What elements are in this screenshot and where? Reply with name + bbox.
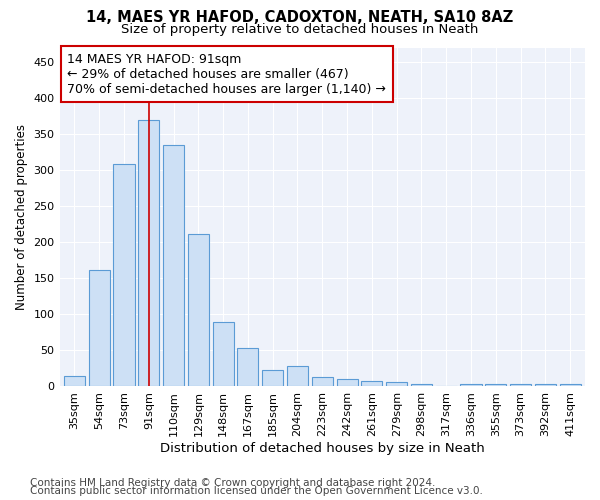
Bar — [188, 234, 209, 386]
Bar — [411, 384, 432, 386]
Bar — [113, 164, 134, 386]
Bar — [386, 382, 407, 386]
Bar — [510, 384, 531, 386]
Bar — [535, 384, 556, 386]
Bar — [361, 380, 382, 386]
Bar — [262, 370, 283, 386]
X-axis label: Distribution of detached houses by size in Neath: Distribution of detached houses by size … — [160, 442, 485, 455]
Text: Size of property relative to detached houses in Neath: Size of property relative to detached ho… — [121, 22, 479, 36]
Bar — [64, 376, 85, 386]
Bar — [312, 377, 333, 386]
Bar — [560, 384, 581, 386]
Bar — [163, 145, 184, 386]
Bar — [238, 348, 259, 387]
Bar — [212, 322, 233, 386]
Bar — [460, 384, 482, 386]
Bar — [485, 384, 506, 386]
Bar — [337, 379, 358, 386]
Text: Contains HM Land Registry data © Crown copyright and database right 2024.: Contains HM Land Registry data © Crown c… — [30, 478, 436, 488]
Text: 14 MAES YR HAFOD: 91sqm
← 29% of detached houses are smaller (467)
70% of semi-d: 14 MAES YR HAFOD: 91sqm ← 29% of detache… — [67, 52, 386, 96]
Text: 14, MAES YR HAFOD, CADOXTON, NEATH, SA10 8AZ: 14, MAES YR HAFOD, CADOXTON, NEATH, SA10… — [86, 10, 514, 25]
Bar — [89, 270, 110, 386]
Y-axis label: Number of detached properties: Number of detached properties — [15, 124, 28, 310]
Bar — [138, 120, 160, 386]
Text: Contains public sector information licensed under the Open Government Licence v3: Contains public sector information licen… — [30, 486, 483, 496]
Bar — [287, 366, 308, 386]
